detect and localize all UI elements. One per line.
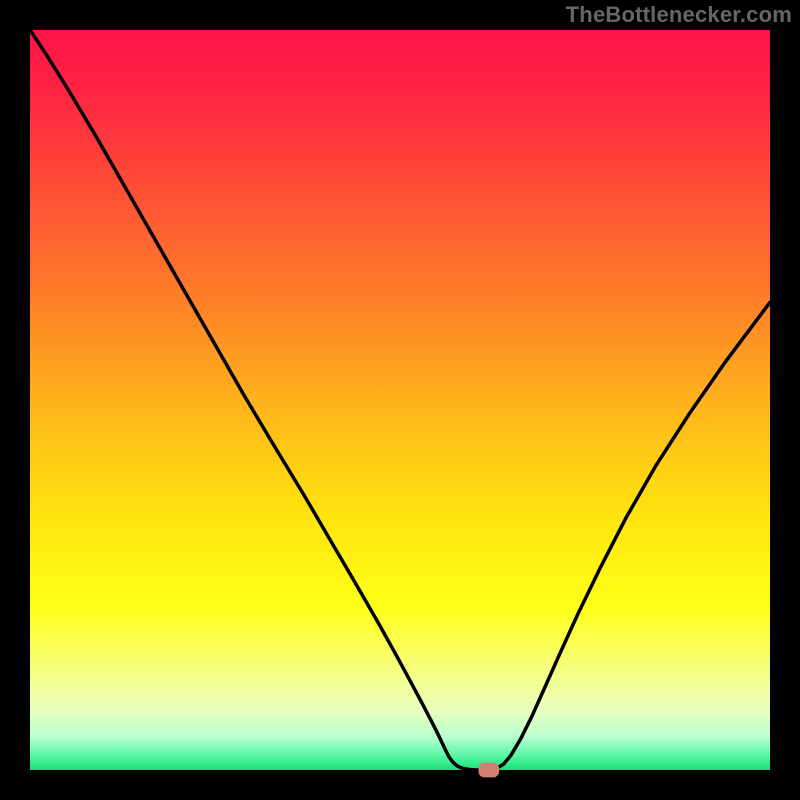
sweet-spot-marker bbox=[478, 763, 499, 778]
chart-svg bbox=[0, 0, 800, 800]
chart-canvas: TheBottlenecker.com bbox=[0, 0, 800, 800]
watermark-text: TheBottlenecker.com bbox=[566, 2, 792, 28]
